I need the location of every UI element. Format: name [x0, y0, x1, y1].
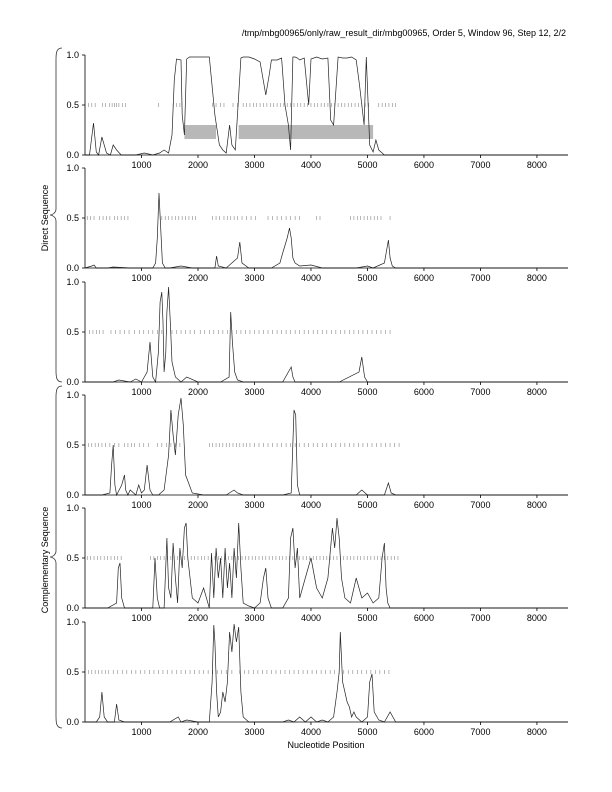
y-tick-label-4-2: 0.5	[66, 440, 79, 450]
x-tick-label-2-8: 8000	[527, 273, 547, 283]
y-tick-label-3-1: 0.0	[66, 377, 79, 387]
x-tick-label-6-6: 6000	[414, 727, 434, 737]
series-line-3	[85, 286, 568, 384]
group-label-direct: Direct Sequence	[40, 185, 50, 252]
x-tick-label-5-1: 1000	[131, 613, 151, 623]
x-tick-label-5-8: 8000	[527, 613, 547, 623]
x-tick-label-1-5: 5000	[357, 160, 377, 170]
series-line-6	[85, 623, 568, 723]
series-line-2	[84, 192, 568, 269]
y-tick-label-5-3: 1.0	[66, 503, 79, 513]
x-tick-label-2-4: 4000	[301, 273, 321, 283]
series-line-4	[85, 397, 568, 497]
x-tick-label-4-8: 8000	[527, 500, 547, 510]
x-tick-label-1-4: 4000	[301, 160, 321, 170]
y-tick-label-4-3: 1.0	[66, 390, 79, 400]
x-tick-label-4-7: 7000	[470, 500, 490, 510]
x-tick-label-3-1: 1000	[131, 387, 151, 397]
y-tick-label-2-3: 1.0	[66, 163, 79, 173]
x-tick-label-4-6: 6000	[414, 500, 434, 510]
x-tick-label-4-3: 3000	[244, 500, 264, 510]
x-tick-label-5-5: 5000	[357, 613, 377, 623]
panels-group: 0.0 0.5 1.0 1000 2000 3000 4000 5000 6000 7000 800…	[49, 47, 568, 737]
x-tick-label-1-2: 2000	[188, 160, 208, 170]
y-tick-label-2-1: 0.0	[66, 263, 79, 273]
x-tick-label-1-3: 3000	[244, 160, 264, 170]
x-tick-label-4-5: 5000	[357, 500, 377, 510]
y-tick-label-1-2: 0.5	[66, 100, 79, 110]
y-tick-label-4-1: 0.0	[66, 490, 79, 500]
x-tick-label-6-4: 4000	[301, 727, 321, 737]
region-1-2	[238, 125, 374, 139]
x-tick-label-6-7: 7000	[470, 727, 490, 737]
x-tick-label-5-2: 2000	[188, 613, 208, 623]
x-tick-label-3-2: 2000	[188, 387, 208, 397]
x-tick-label-2-6: 6000	[414, 273, 434, 283]
y-tick-label-5-2: 0.5	[66, 553, 79, 563]
x-tick-label-6-5: 5000	[357, 727, 377, 737]
x-tick-label-6-8: 8000	[527, 727, 547, 737]
panel-2: 0.0 0.5 1.0 1000 2000 3000 4000 5000 6000 7000 800…	[66, 163, 568, 283]
x-tick-label-5-3: 3000	[244, 613, 264, 623]
panel-3: 0.0 0.5 1.0 1000 2000 3000 4000 5000 6000 7000 800…	[66, 277, 568, 397]
brace-complementary	[49, 385, 63, 729]
x-tick-label-2-3: 3000	[244, 273, 264, 283]
x-tick-label-4-1: 1000	[131, 500, 151, 510]
panel-5: 0.0 0.5 1.0 1000 2000 3000 4000 5000 6000 7000 800…	[66, 503, 568, 623]
y-tick-label-3-3: 1.0	[66, 277, 79, 287]
y-tick-label-1-1: 0.0	[66, 150, 79, 160]
x-tick-label-2-1: 1000	[131, 273, 151, 283]
x-tick-label-1-7: 7000	[470, 160, 490, 170]
y-tick-label-6-1: 0.0	[66, 717, 79, 727]
x-tick-label-3-6: 6000	[414, 387, 434, 397]
y-tick-label-3-2: 0.5	[66, 327, 79, 337]
panel-4: 0.0 0.5 1.0 1000 2000 3000 4000 5000 6000 7000 800…	[66, 390, 568, 510]
x-tick-label-1-8: 8000	[527, 160, 547, 170]
y-tick-label-6-2: 0.5	[66, 667, 79, 677]
x-tick-label-1-6: 6000	[414, 160, 434, 170]
x-tick-label-6-1: 1000	[131, 727, 151, 737]
x-tick-label-4-2: 2000	[188, 500, 208, 510]
series-line-1	[85, 56, 568, 156]
panel-1: 0.0 0.5 1.0 1000 2000 3000 4000 5000 6000 7000 800…	[66, 50, 568, 170]
x-tick-label-2-7: 7000	[470, 273, 490, 283]
x-tick-label-5-7: 7000	[470, 613, 490, 623]
y-tick-label-2-2: 0.5	[66, 213, 79, 223]
x-tick-label-6-3: 3000	[244, 727, 264, 737]
panel-6: 0.0 0.5 1.0 1000 2000 3000 4000 5000 6000 7000 800…	[66, 617, 568, 737]
y-tick-label-5-1: 0.0	[66, 603, 79, 613]
group-label-complementary: Complementary Sequence	[40, 507, 50, 614]
x-tick-label-3-3: 3000	[244, 387, 264, 397]
x-tick-label-1-1: 1000	[131, 160, 151, 170]
header-text: /tmp/mbg00965/only/raw_result_dir/mbg009…	[242, 28, 566, 38]
x-tick-label-5-6: 6000	[414, 613, 434, 623]
x-tick-label-4-4: 4000	[301, 500, 321, 510]
x-tick-label-3-4: 4000	[301, 387, 321, 397]
x-tick-label-3-7: 7000	[470, 387, 490, 397]
x-tick-label-6-2: 2000	[188, 727, 208, 737]
x-tick-label-2-2: 2000	[188, 273, 208, 283]
y-tick-label-1-3: 1.0	[66, 50, 79, 60]
x-tick-label-3-5: 5000	[357, 387, 377, 397]
x-tick-label-3-8: 8000	[527, 387, 547, 397]
x-axis-label: Nucleotide Position	[287, 740, 364, 750]
x-tick-label-5-4: 4000	[301, 613, 321, 623]
x-tick-label-2-5: 5000	[357, 273, 377, 283]
brace-direct	[49, 47, 63, 383]
region-1-1	[184, 125, 217, 139]
y-tick-label-6-3: 1.0	[66, 617, 79, 627]
series-line-5	[85, 517, 568, 609]
